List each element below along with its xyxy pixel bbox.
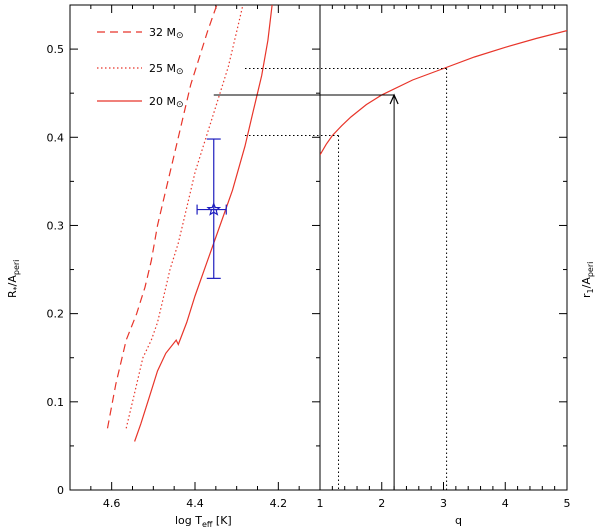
right-x-tick-label: 5 [564, 497, 571, 510]
left-y-axis-label: R*/Aperi [6, 260, 21, 298]
left-x-tick-label: 4.2 [270, 497, 288, 510]
right-x-axis-label: q [455, 514, 462, 527]
legend-label-32: 32 M⊙ [149, 26, 184, 41]
guide-lines [213, 67, 448, 490]
left-panel: 0 0.1 0.2 0.3 0.4 0.5 4.6 4.4 4.2 [47, 4, 321, 510]
left-x-axis-label: log Teff [K] [175, 514, 232, 529]
right-x-tick-label: 3 [440, 497, 447, 510]
right-x-tick-label: 4 [502, 497, 509, 510]
left-y-tick-label: 0 [57, 484, 64, 497]
left-y-tick-label: 0.2 [47, 308, 65, 321]
roche-curve [320, 30, 567, 156]
left-y-tick-label: 0.4 [47, 131, 65, 144]
left-series-group [106, 5, 273, 442]
track-line-dashed [106, 5, 218, 429]
left-y-tick-label: 0.3 [47, 219, 65, 232]
right-frame [319, 4, 568, 491]
legend: 32 M⊙ 25 M⊙ 20 M⊙ [97, 26, 184, 110]
star-marker [206, 201, 222, 216]
left-y-tick-label: 0.1 [47, 396, 65, 409]
right-panel: 1 2 3 4 5 [317, 4, 571, 510]
left-x-tick-label: 4.6 [103, 497, 121, 510]
right-y-axis-label: r1/Aperi [580, 262, 595, 298]
legend-label-20: 20 M⊙ [149, 95, 184, 110]
data-point [196, 138, 227, 279]
track-line-solid [134, 5, 273, 442]
left-y-tick-label: 0.5 [47, 43, 65, 56]
legend-label-25: 25 M⊙ [149, 62, 184, 77]
track-line-dotted [125, 5, 244, 429]
left-frame [69, 4, 321, 491]
left-x-tick-label: 4.4 [186, 497, 204, 510]
right-x-tick-label: 1 [317, 497, 324, 510]
right-series-group [320, 30, 567, 156]
right-x-tick-label: 2 [378, 497, 385, 510]
guide-arrowhead [389, 93, 399, 105]
